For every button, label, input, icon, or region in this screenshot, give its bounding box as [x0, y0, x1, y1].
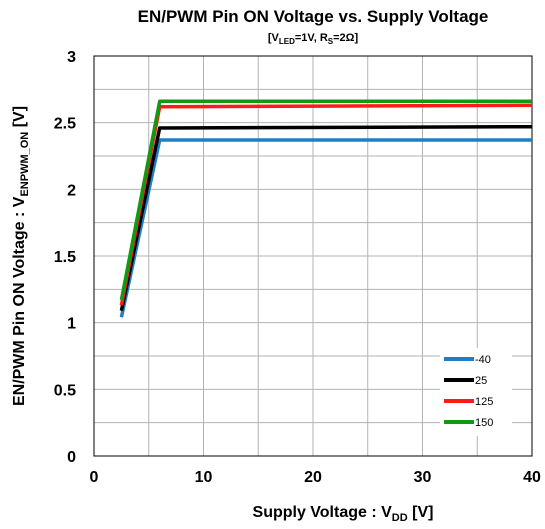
- series-line-125: [119, 103, 533, 306]
- y-tick-label: 3: [67, 49, 76, 66]
- series-line-150: [119, 99, 532, 301]
- x-tick-label: 20: [304, 469, 322, 486]
- chart-subtitle: [VLED=1V, RS=2Ω]: [268, 32, 359, 46]
- legend-label: 125: [475, 396, 493, 408]
- y-tick-label: 0: [67, 449, 76, 466]
- y-axis-label: EN/PWM Pin ON Voltage : VENPWM_ON [V]: [11, 106, 31, 406]
- x-tick-label: 0: [90, 469, 99, 486]
- x-tick-label: 30: [414, 469, 432, 486]
- legend-label: 150: [475, 417, 493, 429]
- series-line-minus40: [119, 138, 532, 318]
- y-tick-label: 1.5: [54, 249, 76, 266]
- series-line-25: [119, 124, 533, 312]
- x-tick-label: 40: [523, 469, 541, 486]
- ticks: 0 10 20 30 40 0 0.5 1 1.5 2 2.5 3: [54, 49, 541, 486]
- y-tick-label: 2.5: [54, 116, 76, 133]
- chart-title: EN/PWM Pin ON Voltage vs. Supply Voltage: [138, 7, 489, 26]
- y-tick-label: 2: [67, 182, 76, 199]
- x-axis-label: Supply Voltage : VDD [V]: [253, 504, 434, 524]
- legend: -40 25 125 150: [440, 348, 512, 436]
- legend-label: -40: [475, 354, 491, 366]
- series-lines: [119, 99, 533, 318]
- x-tick-label: 10: [195, 469, 213, 486]
- legend-label: 25: [475, 375, 487, 387]
- y-tick-label: 0.5: [54, 382, 76, 399]
- plot-frame: [93, 55, 533, 457]
- y-tick-label: 1: [67, 316, 76, 333]
